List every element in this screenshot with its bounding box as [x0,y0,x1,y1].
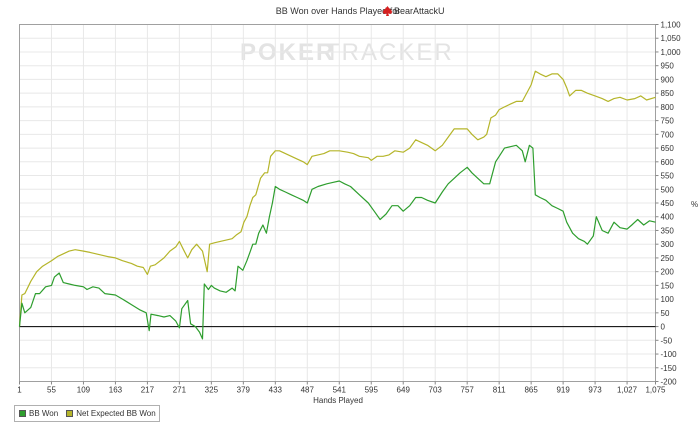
y-tick-label-6: 100 [661,295,675,304]
y-tick-label-7: 150 [661,281,675,290]
series-line-0 [18,144,656,340]
chart-title: BB Won over Hands Played for [276,6,400,16]
legend-swatch-net-expected [66,410,74,417]
grid [19,24,656,382]
x-tick-label-1: 55 [47,386,56,395]
x-tick-label-15: 811 [493,386,506,395]
x-tick-label-3: 163 [109,386,123,395]
x-tick-label-5: 271 [173,386,187,395]
x-tick-label-7: 379 [237,386,251,395]
legend-label-bb-won: BB Won [29,409,59,418]
watermark-tracker: TRACKER [325,39,454,66]
y-tick-label-10: 300 [661,240,675,249]
watermark-poker: POKER [240,39,335,66]
y-tick-label-26: 1,100 [661,21,682,30]
y-tick-label-22: 900 [661,75,675,84]
legend: BB Won Net Expected BB Won [14,405,160,422]
y-tick-label-14: 500 [661,185,675,194]
x-tick-label-17: 919 [556,386,570,395]
legend-label-net-expected: Net Expected BB Won [76,409,156,418]
y-tick-label-15: 550 [661,172,675,181]
x-axis-title: Hands Played [313,396,363,405]
player-name: BearAttackU [394,6,445,16]
y-tick-label-23: 950 [661,62,675,71]
x-tick-label-14: 757 [461,386,475,395]
y-tick-label-2: -100 [661,350,678,359]
y-tick-label-0: -200 [661,378,678,387]
y-tick-label-11: 350 [661,226,675,235]
y-tick-label-13: 450 [661,199,675,208]
x-tick-label-8: 433 [269,386,283,395]
legend-item-bb-won[interactable]: BB Won [19,409,58,418]
x-tick-label-18: 973 [588,386,602,395]
y-tick-label-21: 850 [661,89,675,98]
y-tick-label-24: 1,000 [661,48,682,57]
legend-swatch-bb-won [19,410,26,417]
x-tick-label-20: 1,075 [645,386,666,395]
legend-item-net-expected[interactable]: Net Expected BB Won [66,409,156,418]
y-tick-label-16: 600 [661,158,675,167]
x-tick-label-16: 865 [524,386,538,395]
y-tick-label-12: 400 [661,213,675,222]
y-tick-label-17: 650 [661,144,675,153]
x-tick-label-6: 325 [205,386,219,395]
spade-logo-icon [383,6,392,16]
y-tick-label-4: 0 [661,323,666,332]
series-layer [18,70,656,340]
y-tick-label-1: -150 [661,364,678,373]
x-tick-label-10: 541 [333,386,347,395]
y-axis-title: % [691,200,698,209]
y-tick-label-25: 1,050 [661,34,682,43]
x-tick-label-9: 487 [301,386,315,395]
y-axis: -200 -150 -100 -50 0 50 100 150 200 250 300 350 400 4… [655,21,682,387]
y-tick-label-18: 700 [661,130,675,139]
x-tick-label-19: 1,027 [617,386,638,395]
x-tick-label-4: 217 [141,386,155,395]
x-tick-label-0: 1 [17,386,22,395]
series-line-1 [18,70,656,327]
y-tick-label-19: 750 [661,117,675,126]
y-tick-label-3: -50 [661,336,673,345]
x-tick-label-11: 595 [365,386,379,395]
y-tick-label-8: 200 [661,268,675,277]
y-tick-label-9: 250 [661,254,675,263]
x-tick-label-13: 703 [429,386,443,395]
y-tick-label-20: 800 [661,103,675,112]
x-axis: 1 55 109 163 217 271 325 379 433 487 541 595 649 703 7… [17,381,666,395]
x-tick-label-2: 109 [77,386,91,395]
y-tick-label-5: 50 [661,309,670,318]
x-tick-label-12: 649 [397,386,411,395]
watermark: POKER TRACKER [240,39,454,66]
